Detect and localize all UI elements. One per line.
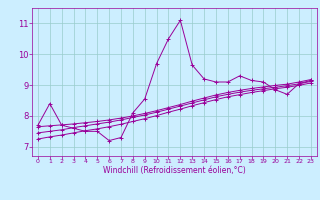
X-axis label: Windchill (Refroidissement éolien,°C): Windchill (Refroidissement éolien,°C) bbox=[103, 166, 246, 175]
